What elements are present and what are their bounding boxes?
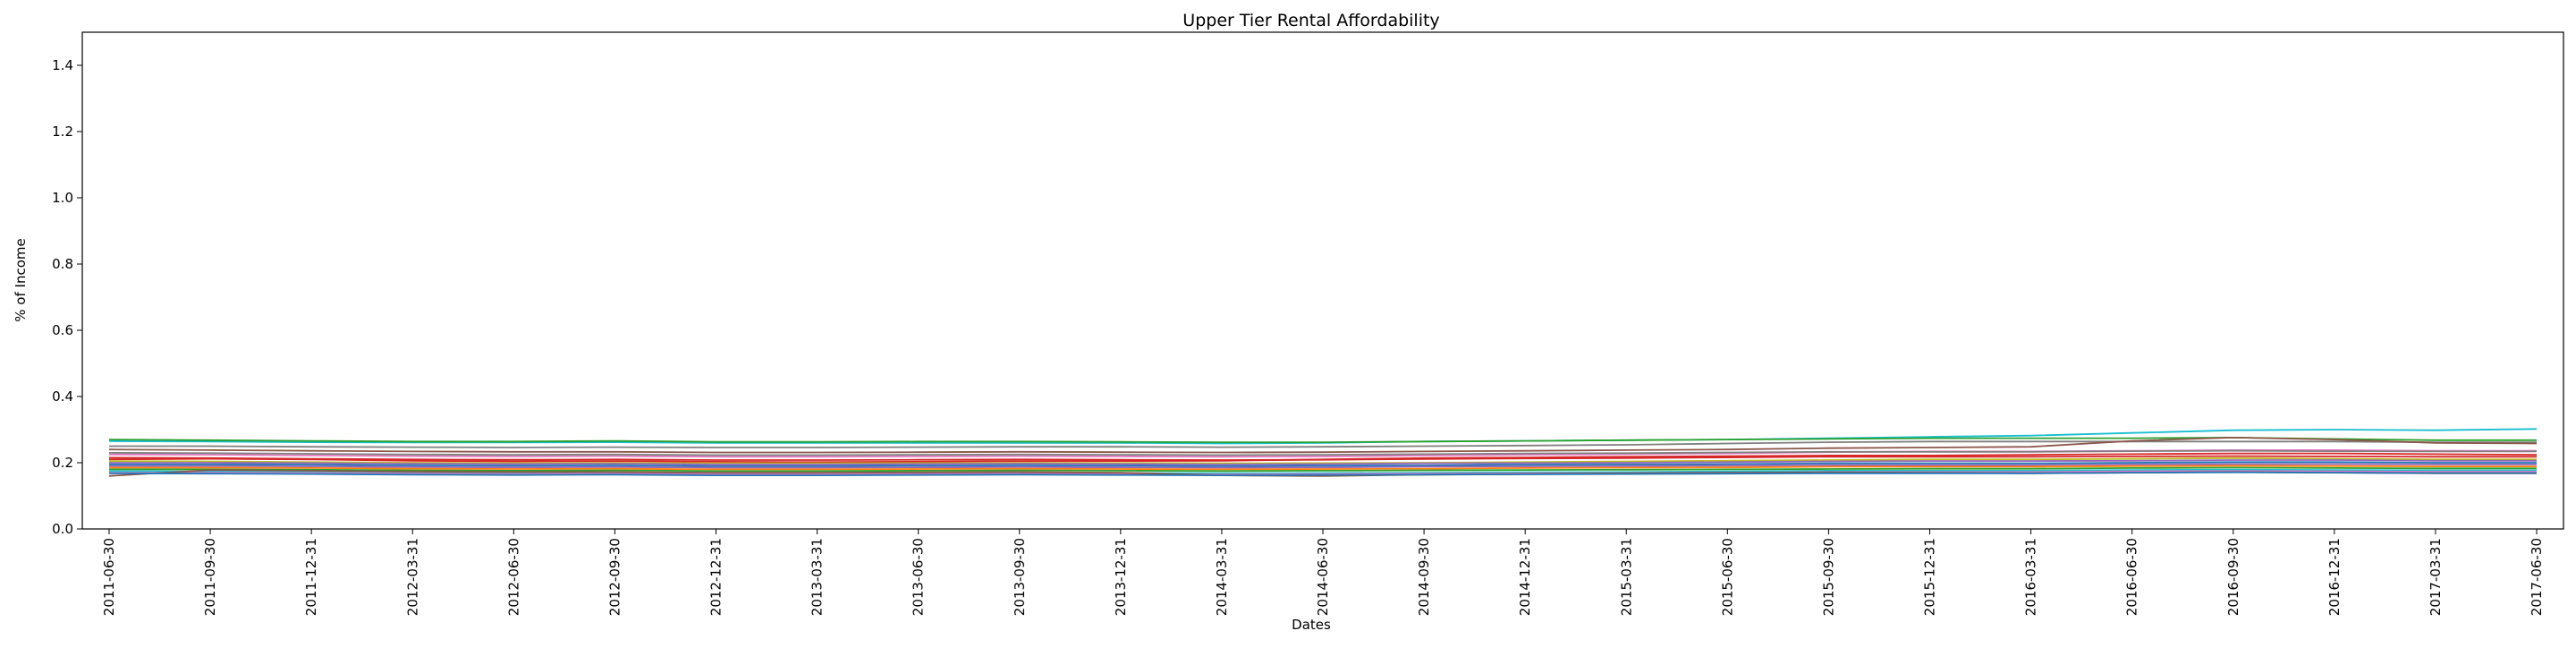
- x-tick-label: 2016-12-31: [2326, 538, 2343, 616]
- x-tick-label: 2012-06-30: [505, 538, 521, 616]
- x-tick-label: 2015-03-31: [1618, 538, 1634, 616]
- x-axis: 2011-06-30 2011-09-30 2011-12-31 2012-03-31…: [101, 529, 2545, 616]
- y-tick-label: 0.2: [52, 455, 73, 471]
- series-line-9: [109, 463, 2537, 469]
- series-line-8: [109, 461, 2537, 467]
- series-line-15: [108, 471, 2537, 477]
- series-line-16: [109, 459, 2537, 465]
- x-axis-label: Dates: [1292, 617, 1331, 633]
- y-tick-label: 0.6: [52, 322, 73, 338]
- x-tick-label: 2015-09-30: [1820, 538, 1836, 616]
- series-line-17: [108, 455, 2537, 461]
- x-tick-label: 2011-09-30: [202, 538, 218, 616]
- x-tick-label: 2015-06-30: [1719, 538, 1735, 616]
- series-line-4: [108, 436, 2538, 454]
- x-tick-label: 2017-03-31: [2428, 538, 2444, 616]
- x-tick-label: 2011-12-31: [303, 538, 319, 616]
- series-line-11: [109, 466, 2537, 473]
- x-tick-label: 2011-06-30: [101, 538, 117, 616]
- x-tick-label: 2014-03-31: [1214, 538, 1230, 616]
- x-tick-label: 2012-09-30: [606, 538, 623, 616]
- x-tick-label: 2014-06-30: [1315, 538, 1331, 616]
- series-line-10: [109, 465, 2537, 471]
- y-tick-label: 1.4: [52, 57, 73, 73]
- x-tick-label: 2012-03-31: [404, 538, 420, 616]
- x-tick-label: 2014-09-30: [1416, 538, 1432, 616]
- y-tick-label: 0.8: [52, 256, 73, 272]
- y-tick-label: 0.0: [52, 521, 73, 537]
- x-tick-label: 2014-12-31: [1517, 538, 1533, 616]
- series-line-7: [108, 456, 2537, 465]
- x-tick-label: 2013-03-31: [809, 538, 826, 616]
- series-layer: [108, 428, 2538, 477]
- x-tick-label: 2013-12-31: [1113, 538, 1129, 616]
- y-tick-label: 1.0: [52, 190, 73, 206]
- series-line-18: [108, 449, 2537, 456]
- x-tick-label: 2013-09-30: [1012, 538, 1028, 616]
- x-tick-label: 2017-06-30: [2529, 538, 2545, 616]
- x-tick-label: 2012-12-31: [708, 538, 724, 616]
- series-line-13: [109, 470, 2537, 475]
- y-tick-label: 0.4: [52, 388, 73, 405]
- y-tick-label: 1.2: [52, 124, 73, 140]
- y-axis-label: % of Income: [13, 238, 29, 321]
- x-tick-label: 2015-12-31: [1922, 538, 1938, 616]
- x-tick-label: 2016-09-30: [2225, 538, 2241, 616]
- x-tick-label: 2016-03-31: [2023, 538, 2039, 616]
- chart-title: Upper Tier Rental Affordability: [1182, 11, 1439, 30]
- x-tick-label: 2013-06-30: [911, 538, 927, 616]
- series-line-2: [108, 436, 2537, 443]
- series-line-12: [108, 468, 2537, 474]
- y-axis: 0.0 0.2 0.4 0.6 0.8 1.0 1.2 1.4: [52, 57, 82, 537]
- x-tick-label: 2016-06-30: [2124, 538, 2140, 616]
